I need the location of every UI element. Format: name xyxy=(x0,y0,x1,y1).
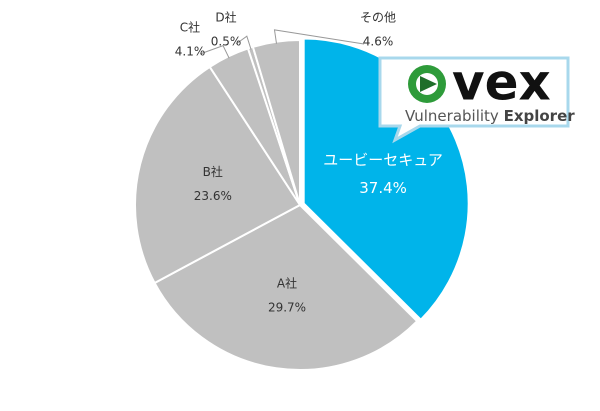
value-label: 37.4% xyxy=(359,179,407,197)
value-label: 23.6% xyxy=(194,189,232,203)
leader-line xyxy=(273,29,365,45)
category-label: D社 xyxy=(215,10,236,25)
logo-name: vex xyxy=(452,54,551,112)
leader-line xyxy=(199,44,230,59)
category-label: その他 xyxy=(360,11,396,25)
category-label: A社 xyxy=(277,276,297,291)
category-label: B社 xyxy=(203,164,223,179)
logo-callout: vex Vulnerability Explorer xyxy=(378,54,575,144)
value-label: 4.6% xyxy=(363,35,394,49)
leader-line xyxy=(235,35,252,50)
pie-slice xyxy=(153,203,419,371)
labels: ユービーセキュア 37.4% A社 29.7% B社 23.6% C社 4.1% D社 0.5% そ… xyxy=(175,10,443,315)
value-label: 4.1% xyxy=(175,45,206,59)
logo-icon-mark xyxy=(420,76,437,92)
pie-slice xyxy=(134,65,302,285)
value-label: 0.5% xyxy=(211,35,242,49)
logo-tagline: Vulnerability Explorer xyxy=(405,107,575,125)
category-label: C社 xyxy=(180,20,200,35)
category-label: ユービーセキュア xyxy=(323,151,443,169)
value-label: 29.7% xyxy=(268,301,306,315)
